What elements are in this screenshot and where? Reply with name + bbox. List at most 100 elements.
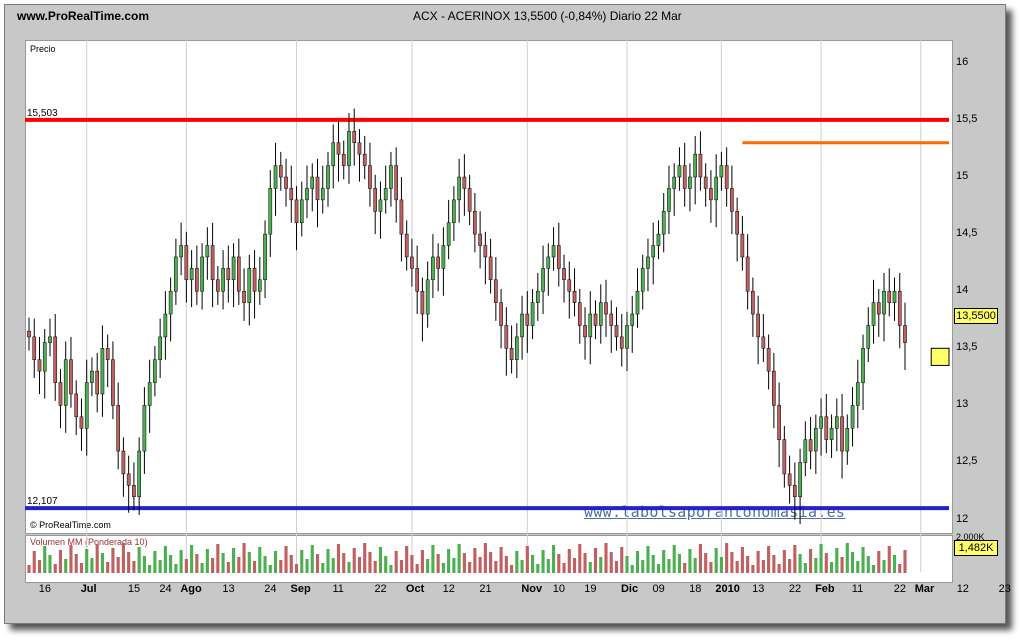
volume-bar [546, 559, 550, 573]
candle-body [63, 359, 68, 406]
candle-body [509, 348, 514, 360]
candle-body [698, 153, 703, 178]
volume-bar [426, 559, 430, 573]
candle-body [294, 199, 299, 223]
candle-body [446, 222, 451, 246]
candle-body [651, 245, 656, 258]
volume-bar [698, 544, 702, 573]
candle-body [431, 256, 435, 281]
candle-body [336, 142, 341, 155]
candle-body [195, 268, 199, 292]
candle-body [200, 256, 204, 292]
candle-body [299, 199, 304, 223]
candle-body [205, 245, 210, 258]
y-tick-label: 13 [956, 398, 969, 411]
candle-body [761, 336, 766, 349]
candle-body [362, 153, 367, 166]
candle-body [556, 245, 561, 269]
candle-body [399, 199, 404, 235]
volume-bar [305, 559, 309, 573]
candle-body [677, 165, 682, 178]
volume-bar [583, 553, 587, 573]
volume-bar [551, 545, 556, 573]
volume-bar [735, 561, 739, 573]
candle-body [231, 256, 236, 281]
volume-bar [730, 552, 734, 573]
volume-bar [169, 555, 173, 573]
candle-body [515, 336, 519, 360]
y-tick-label: 12,5 [956, 455, 978, 468]
volume-bar [782, 550, 786, 573]
volume-bar [746, 556, 750, 573]
x-tick-label: 12 [956, 583, 969, 595]
volume-bar [788, 559, 792, 573]
volume-bar [326, 549, 330, 573]
candle-body [357, 142, 362, 155]
volume-bar [247, 552, 251, 573]
candle-body [682, 165, 687, 189]
candle-body [903, 325, 907, 343]
volume-bar [69, 545, 73, 573]
y-tick-label: 15 [956, 170, 969, 183]
volume-bar [221, 553, 225, 573]
volume-bar [536, 564, 540, 573]
candle-body [782, 439, 787, 475]
candle-body [661, 211, 666, 235]
x-tick-label: 18 [689, 583, 702, 595]
chart-frame: www.ProRealTime.com ACX - ACERINOX 13,55… [4, 4, 1006, 624]
volume-bar [37, 560, 42, 573]
volume-bar [252, 561, 257, 573]
volume-bar [499, 547, 503, 573]
last-price-tag: 13,5500 [954, 308, 998, 324]
site-label[interactable]: www.ProRealTime.com [17, 9, 150, 23]
candle-body [168, 290, 173, 315]
candle-body [740, 233, 745, 258]
candle-body [635, 290, 640, 315]
candle-body [174, 256, 178, 292]
x-tick-label: 23 [998, 583, 1011, 595]
volume-bar [410, 555, 414, 573]
volume-bar [462, 553, 466, 573]
volume-bar [693, 558, 697, 573]
volume-bar [572, 558, 577, 573]
volume-bar [515, 551, 519, 573]
volume-bar [58, 550, 63, 573]
volume-bar [373, 561, 377, 573]
volume-bar [614, 561, 619, 573]
candle-body [572, 290, 577, 303]
candle-body [404, 233, 409, 258]
volume-bar [342, 553, 346, 573]
candle-body [494, 279, 498, 303]
x-tick-label: 24 [159, 583, 172, 595]
candle-body [137, 450, 141, 497]
candle-body [74, 393, 79, 418]
volume-bar [79, 563, 84, 573]
volume-bar [840, 557, 844, 573]
candle-body [756, 313, 760, 338]
volume-bar [43, 546, 47, 573]
candle-body [48, 336, 52, 343]
volume-bar [850, 552, 855, 573]
candle-body [703, 176, 708, 189]
volume-bar [200, 563, 204, 573]
volume-bar [725, 543, 729, 573]
volume-bar [163, 546, 167, 573]
candle-body [530, 302, 535, 326]
candle-body [672, 176, 677, 189]
x-tick-label: 22 [893, 583, 906, 595]
volume-bar [635, 551, 640, 573]
volume-bar [158, 560, 162, 573]
candle-body [625, 325, 629, 349]
y-tick-label: 15,5 [956, 112, 978, 125]
candle-body [268, 188, 273, 235]
volume-bar [688, 549, 692, 573]
volume-bar [174, 564, 178, 573]
x-tick-label: Sep [290, 583, 311, 595]
volume-bar [399, 560, 403, 573]
candle-body [394, 165, 398, 201]
candle-body [368, 165, 372, 189]
x-tick-label: 2010 [715, 583, 740, 595]
x-tick-label: Dic [620, 583, 639, 595]
candle-body [646, 256, 650, 269]
